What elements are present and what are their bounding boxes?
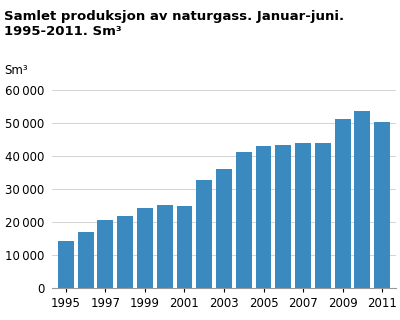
Bar: [98, 220, 113, 288]
Bar: [137, 208, 153, 288]
Bar: [117, 216, 133, 288]
Bar: [256, 147, 272, 288]
Bar: [78, 232, 94, 288]
Bar: [216, 169, 232, 288]
Bar: [196, 180, 212, 288]
Bar: [58, 241, 74, 288]
Text: Sm³: Sm³: [4, 64, 28, 77]
Bar: [276, 145, 291, 288]
Bar: [295, 143, 311, 288]
Bar: [236, 152, 252, 288]
Bar: [315, 143, 331, 288]
Text: Samlet produksjon av naturgass. Januar-juni. 1995-2011. Sm³: Samlet produksjon av naturgass. Januar-j…: [4, 10, 344, 38]
Bar: [335, 119, 350, 288]
Bar: [374, 122, 390, 288]
Bar: [176, 206, 192, 288]
Bar: [354, 111, 370, 288]
Bar: [157, 205, 172, 288]
